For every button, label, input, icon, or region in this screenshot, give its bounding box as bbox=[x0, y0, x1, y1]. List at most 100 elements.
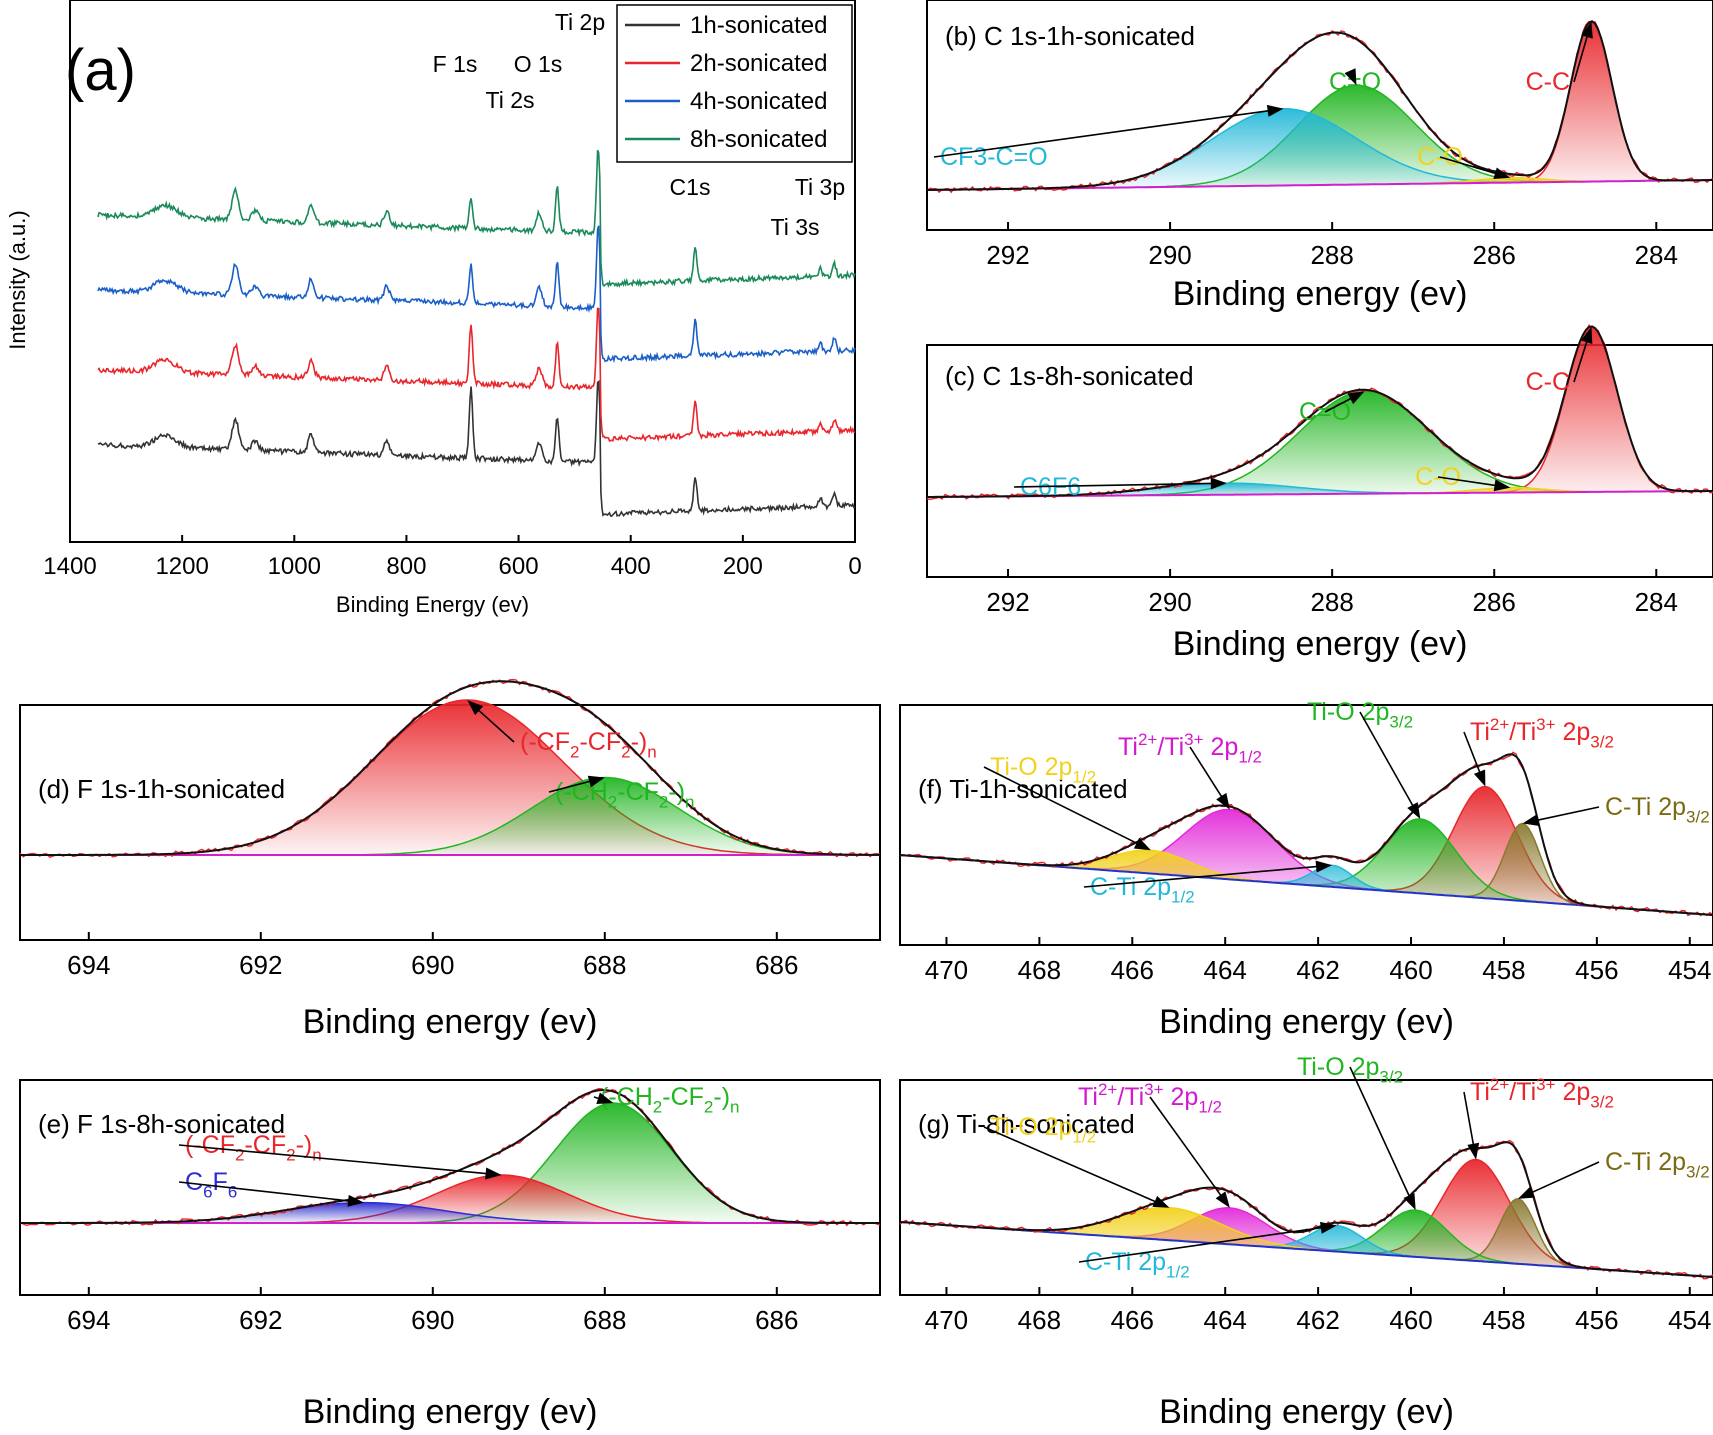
f-annotation-0: Ti2+/Ti3+ 2p3/2 bbox=[1470, 715, 1614, 752]
c-plot-frame bbox=[926, 344, 1713, 578]
a-legend-label-2: 4h-sonicated bbox=[690, 88, 827, 115]
f-annotation-arrow-0 bbox=[1463, 731, 1483, 778]
a-peak-label-2: Ti 2s bbox=[486, 87, 535, 113]
f-xtick-label-0: 470 bbox=[925, 955, 968, 985]
b-annotation-arrowhead-3 bbox=[1493, 167, 1511, 180]
a-legend: 1h-sonicated 2h-sonicated 4h-sonicated 8h-s… bbox=[616, 4, 853, 163]
g-annotation-arrowhead-4 bbox=[1320, 1221, 1337, 1234]
f-component-fill-3 bbox=[900, 809, 1713, 915]
c-component-fill-3 bbox=[927, 487, 1713, 497]
b-annotation-arrowhead-2 bbox=[1266, 104, 1284, 117]
a-peak-label-3: Ti 2p bbox=[555, 9, 605, 35]
panel-d-f1s-1h: 694 692 690 688 686 Binding energy (ev) (d) F … bbox=[0, 678, 881, 1045]
e-annotation-arrowhead-0 bbox=[596, 1092, 614, 1105]
b-fitted-envelope bbox=[927, 20, 1713, 191]
d-xtick-label-2: 690 bbox=[411, 950, 454, 980]
d-xtick-label-1: 692 bbox=[239, 950, 282, 980]
panel-c-c1s-8h: 292 290 288 286 284 Binding energy (ev) (c) C … bbox=[880, 324, 1713, 685]
f-annotation-arrow-2 bbox=[1359, 711, 1417, 811]
g-component-fill-0 bbox=[900, 1159, 1713, 1277]
e-xtick-label-2: 690 bbox=[411, 1305, 454, 1335]
g-annotation-1: C-Ti 2p3/2 bbox=[1605, 1148, 1710, 1182]
f-xaxis-label: Binding energy (ev) bbox=[1159, 1003, 1454, 1041]
c-component-fill-1 bbox=[927, 391, 1713, 497]
f-xtick-label-5: 460 bbox=[1389, 955, 1432, 985]
c-xtick-label-4: 284 bbox=[1635, 587, 1678, 617]
c-annotation-arrow-2 bbox=[1013, 482, 1217, 488]
d-fitted-envelope bbox=[20, 680, 880, 856]
c-xtick-label-3: 286 bbox=[1473, 587, 1516, 617]
f-fitted-envelope bbox=[899, 753, 1713, 916]
b-component-fill-0 bbox=[927, 21, 1713, 190]
f-xtick-label-2: 466 bbox=[1111, 955, 1154, 985]
a-xtick-label-0: 1400 bbox=[43, 553, 96, 580]
f-annotation-4: C-Ti 2p1/2 bbox=[1090, 873, 1195, 907]
survey-chart: 1400 1200 1000 800 600 400 200 0 Binding Energy … bbox=[5, 0, 862, 617]
b-annotation-arrow-3 bbox=[1439, 156, 1502, 176]
g-background-line bbox=[899, 1221, 1713, 1278]
f-xtick-label-4: 462 bbox=[1296, 955, 1339, 985]
e-annotation-arrowhead-1 bbox=[485, 1167, 502, 1180]
f-annotation-1: C-Ti 2p3/2 bbox=[1605, 793, 1710, 827]
a-xtick-label-2: 1000 bbox=[268, 553, 321, 580]
c-annotation-arrowhead-3 bbox=[1493, 479, 1511, 492]
ti-1h-chart: 470 468 466 464 462 460 458 456 454 Binding energ… bbox=[899, 698, 1713, 1041]
a-peak-label-5: Ti 3p bbox=[795, 174, 845, 200]
f-annotation-arrowhead-5 bbox=[1133, 837, 1151, 851]
e-xtick-label-3: 688 bbox=[583, 1305, 626, 1335]
d-annotation-arrowhead-0 bbox=[467, 700, 484, 716]
c-annotation-arrowhead-0 bbox=[1580, 326, 1593, 344]
c-xtick-label-1: 290 bbox=[1148, 587, 1191, 617]
e-xtick-label-4: 686 bbox=[755, 1305, 798, 1335]
b-annotation-arrowhead-1 bbox=[1344, 68, 1357, 86]
g-fitted-envelope bbox=[899, 1141, 1713, 1278]
g-annotation-arrow-1 bbox=[1526, 1161, 1600, 1196]
g-annotation-arrowhead-2 bbox=[1403, 1193, 1416, 1211]
c-fitted-envelope bbox=[927, 325, 1713, 498]
f-component-fill-5 bbox=[900, 850, 1713, 915]
e-annotation-arrowhead-2 bbox=[347, 1194, 364, 1207]
d-annotation-0: (-CF2-CF2-)n bbox=[520, 728, 657, 762]
e-fitted-envelope bbox=[20, 1089, 880, 1224]
a-legend-label-0: 1h-sonicated bbox=[690, 12, 827, 39]
f-component-fill-0 bbox=[900, 786, 1713, 915]
panel-e-f1s-8h: 694 692 690 688 686 Binding energy (ev) (e) F … bbox=[0, 1079, 881, 1435]
f1s-1h-chart: 694 692 690 688 686 Binding energy (ev) (d) F … bbox=[19, 678, 881, 1041]
e-xaxis-label: Binding energy (ev) bbox=[303, 1393, 598, 1431]
a-peak-label-0: F 1s bbox=[433, 51, 478, 77]
g-xtick-label-3: 464 bbox=[1204, 1305, 1247, 1335]
c-annotation-arrow-3 bbox=[1437, 476, 1501, 487]
b-plot-frame bbox=[926, 0, 1713, 231]
g-xtick-label-4: 462 bbox=[1296, 1305, 1339, 1335]
b-annotation-0: C-C bbox=[1526, 68, 1570, 96]
b-component-fill-2 bbox=[927, 108, 1713, 190]
f-component-line-3 bbox=[899, 808, 1713, 916]
f-annotation-arrowhead-1 bbox=[1522, 814, 1540, 826]
e-annotation-arrow-1 bbox=[178, 1144, 492, 1175]
e-xtick-label-1: 692 bbox=[239, 1305, 282, 1335]
e-annotation-0: (-CH2-CF2-)n bbox=[600, 1083, 739, 1117]
g-annotation-2: Ti-O 2p3/2 bbox=[1297, 1053, 1403, 1087]
a-yaxis-label: Intensity (a.u.) bbox=[5, 210, 30, 349]
f-annotation-arrow-5 bbox=[983, 766, 1143, 847]
f-component-fill-1 bbox=[900, 823, 1713, 915]
b-xtick-label-2: 288 bbox=[1310, 240, 1353, 270]
d-component-fill-0 bbox=[20, 700, 880, 855]
f-annotation-arrowhead-4 bbox=[1315, 860, 1333, 873]
ti-8h-chart: 470 468 466 464 462 460 458 456 454 Binding energ… bbox=[899, 1053, 1713, 1431]
a-plot-frame bbox=[69, 0, 856, 543]
g-annotation-arrowhead-3 bbox=[1215, 1191, 1230, 1208]
f-panel-title: (f) Ti-1h-sonicated bbox=[918, 774, 1128, 804]
g-annotation-arrow-4 bbox=[1078, 1226, 1327, 1263]
a-xtick-label-3: 800 bbox=[386, 553, 426, 580]
d-xtick-label-4: 686 bbox=[755, 950, 798, 980]
f-component-line-0 bbox=[899, 785, 1713, 916]
c-panel-title: (c) C 1s-8h-sonicated bbox=[945, 361, 1194, 391]
g-xtick-label-2: 466 bbox=[1111, 1305, 1154, 1335]
e-annotation-arrow-2 bbox=[178, 1181, 355, 1203]
a-peak-label-4: C1s bbox=[670, 174, 711, 200]
a-xtick-label-1: 1200 bbox=[155, 553, 208, 580]
b-annotation-2: CF3-C=O bbox=[940, 143, 1048, 171]
f-annotation-arrow-3 bbox=[1189, 746, 1226, 802]
c-annotation-arrow-0 bbox=[1573, 336, 1590, 383]
